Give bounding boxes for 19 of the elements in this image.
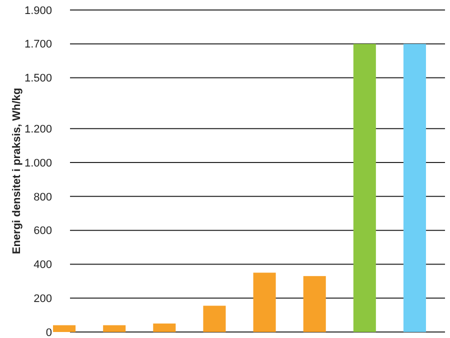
y-tick-label: 800	[34, 191, 52, 204]
bar	[203, 306, 226, 332]
y-tick-label: 200	[34, 292, 52, 305]
bar	[253, 272, 276, 332]
bar	[353, 44, 376, 332]
y-tick-label: 1.500	[24, 72, 52, 85]
bar	[303, 276, 326, 332]
y-tick-label: 600	[34, 225, 52, 238]
y-tick-label: 1.900	[24, 4, 52, 17]
y-tick-label: 0	[46, 326, 52, 338]
bar	[53, 325, 76, 332]
y-tick-label: 1.000	[24, 157, 52, 170]
y-axis-title: Energi densitet i praksis, Wh/kg	[11, 88, 23, 254]
bar	[403, 44, 426, 332]
y-tick-label: 1.700	[24, 38, 52, 51]
y-tick-label: 1.200	[24, 123, 52, 136]
bar	[153, 324, 176, 332]
bar	[103, 325, 126, 332]
y-tick-label: 400	[34, 259, 52, 272]
